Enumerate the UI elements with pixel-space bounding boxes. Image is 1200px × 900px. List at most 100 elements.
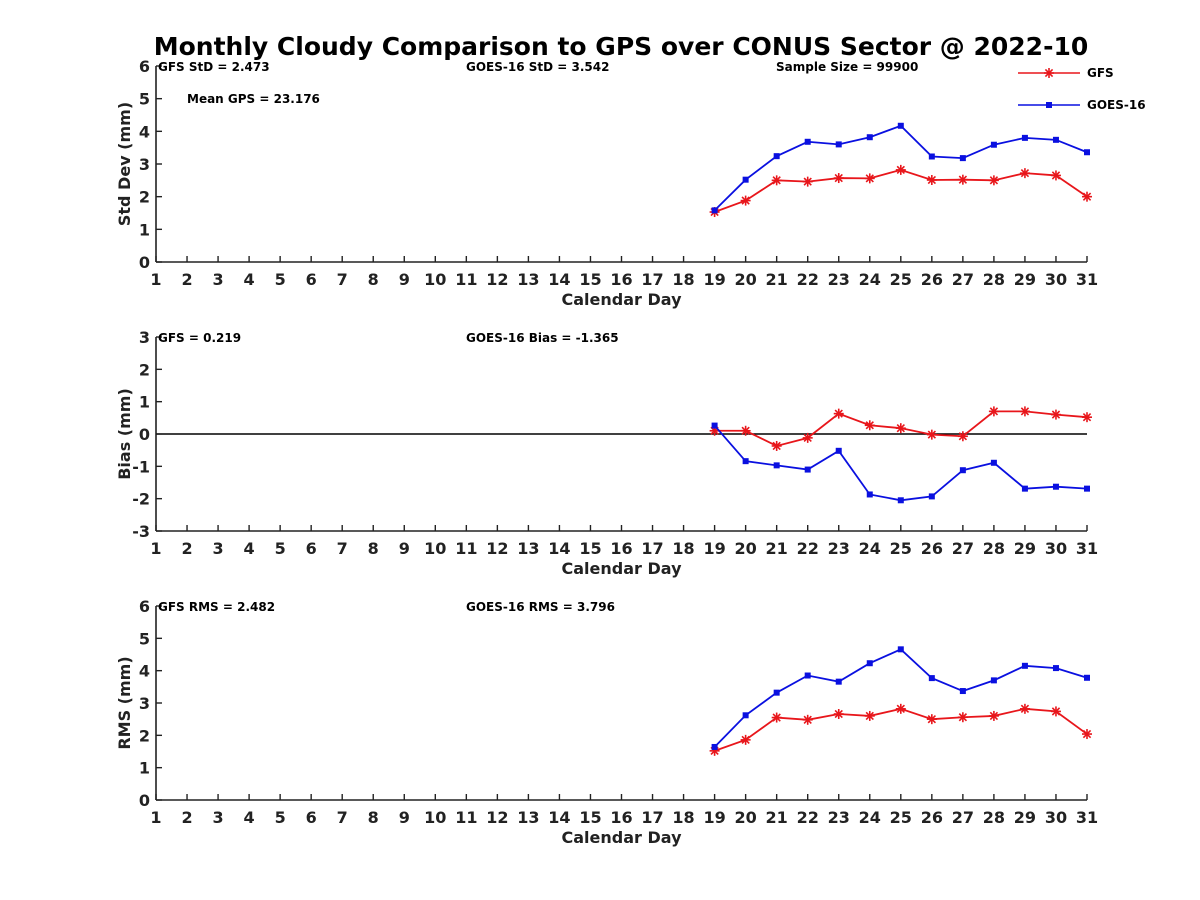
data-point-gfs (864, 710, 875, 721)
x-tick-label: 1 (150, 808, 161, 827)
data-point-gfs (864, 173, 875, 184)
data-point-gfs (771, 440, 782, 451)
x-tick-label: 19 (703, 539, 725, 558)
y-tick-label: 0 (139, 425, 150, 444)
y-tick-label: 4 (139, 122, 150, 141)
data-point-goes16 (804, 466, 811, 473)
x-tick-label: 22 (797, 808, 819, 827)
x-tick-label: 4 (244, 539, 255, 558)
data-point-goes16 (742, 712, 749, 719)
data-point-gfs (1082, 412, 1092, 423)
x-tick-label: 21 (766, 270, 788, 289)
data-point-goes16 (711, 422, 718, 429)
legend-marker-gfs (1044, 68, 1054, 78)
data-point-gfs (740, 425, 751, 436)
y-tick-label: 4 (139, 662, 150, 681)
data-point-goes16 (835, 678, 842, 685)
data-point-gfs (1050, 409, 1061, 420)
data-point-gfs (1050, 170, 1061, 181)
x-tick-label: 6 (306, 808, 317, 827)
x-tick-label: 4 (244, 808, 255, 827)
data-point-gfs (833, 708, 844, 719)
chart-title: Monthly Cloudy Comparison to GPS over CO… (154, 32, 1089, 61)
x-tick-label: 31 (1076, 808, 1098, 827)
x-tick-label: 31 (1076, 270, 1098, 289)
x-tick-label: 27 (952, 270, 974, 289)
x-tick-label: 14 (548, 270, 570, 289)
x-tick-label: 10 (424, 808, 446, 827)
x-tick-label: 5 (275, 270, 286, 289)
y-tick-label: -2 (132, 490, 150, 509)
x-tick-label: 14 (548, 808, 570, 827)
series-line-gfs (714, 707, 1088, 752)
x-tick-label: 15 (579, 539, 601, 558)
x-tick-label: 25 (890, 539, 912, 558)
x-tick-label: 7 (337, 539, 348, 558)
y-tick-label: -3 (132, 522, 150, 541)
stat-label: GOES-16 Bias = -1.365 (466, 331, 619, 345)
data-point-goes16 (897, 646, 904, 653)
x-tick-label: 15 (579, 270, 601, 289)
data-point-goes16 (928, 675, 935, 682)
data-point-gfs (957, 712, 968, 723)
data-point-gfs (895, 423, 906, 434)
data-point-gfs (740, 734, 751, 745)
x-tick-label: 23 (828, 270, 850, 289)
x-tick-label: 12 (486, 270, 508, 289)
y-axis-label: Std Dev (mm) (115, 102, 134, 226)
y-tick-label: 6 (139, 57, 150, 76)
y-tick-label: 2 (139, 726, 150, 745)
x-tick-label: 3 (212, 539, 223, 558)
data-point-goes16 (1052, 483, 1059, 490)
data-point-goes16 (742, 458, 749, 465)
data-point-gfs (988, 175, 999, 186)
data-point-goes16 (1021, 485, 1028, 492)
data-point-goes16 (959, 467, 966, 474)
x-tick-label: 18 (672, 539, 694, 558)
y-tick-label: 1 (139, 759, 150, 778)
stat-label: GOES-16 StD = 3.542 (466, 60, 609, 74)
data-point-goes16 (1084, 674, 1090, 681)
y-tick-label: 1 (139, 393, 150, 412)
x-tick-label: 12 (486, 539, 508, 558)
x-tick-label: 4 (244, 270, 255, 289)
data-point-goes16 (866, 134, 873, 141)
data-point-gfs (926, 175, 937, 186)
data-point-gfs (1050, 706, 1061, 717)
data-point-goes16 (1052, 136, 1059, 143)
y-tick-label: 5 (139, 90, 150, 109)
series-line-gfs (714, 168, 1088, 213)
y-tick-label: 0 (139, 253, 150, 272)
x-tick-label: 9 (399, 270, 410, 289)
data-point-goes16 (928, 493, 935, 500)
data-point-goes16 (1021, 134, 1028, 141)
x-tick-label: 13 (517, 808, 539, 827)
data-point-gfs (1019, 168, 1030, 179)
x-tick-label: 9 (399, 539, 410, 558)
x-tick-label: 8 (368, 808, 379, 827)
x-tick-label: 20 (735, 539, 757, 558)
data-point-goes16 (1021, 662, 1028, 669)
x-tick-label: 19 (703, 808, 725, 827)
series-line-goes16 (713, 648, 1088, 748)
data-point-gfs (864, 420, 875, 431)
data-point-gfs (833, 173, 844, 184)
data-point-goes16 (990, 459, 997, 466)
x-tick-label: 13 (517, 539, 539, 558)
x-tick-label: 18 (672, 808, 694, 827)
x-tick-label: 22 (797, 270, 819, 289)
y-tick-label: 2 (139, 188, 150, 207)
data-point-gfs (802, 176, 813, 187)
x-tick-label: 28 (983, 270, 1005, 289)
data-point-goes16 (897, 497, 904, 504)
data-point-goes16 (866, 491, 873, 498)
x-tick-label: 27 (952, 539, 974, 558)
x-axis-label: Calendar Day (562, 290, 683, 309)
x-tick-label: 26 (921, 270, 943, 289)
stat-label: GFS = 0.219 (158, 331, 241, 345)
x-tick-label: 13 (517, 270, 539, 289)
x-tick-label: 30 (1045, 539, 1067, 558)
data-point-goes16 (711, 207, 718, 214)
